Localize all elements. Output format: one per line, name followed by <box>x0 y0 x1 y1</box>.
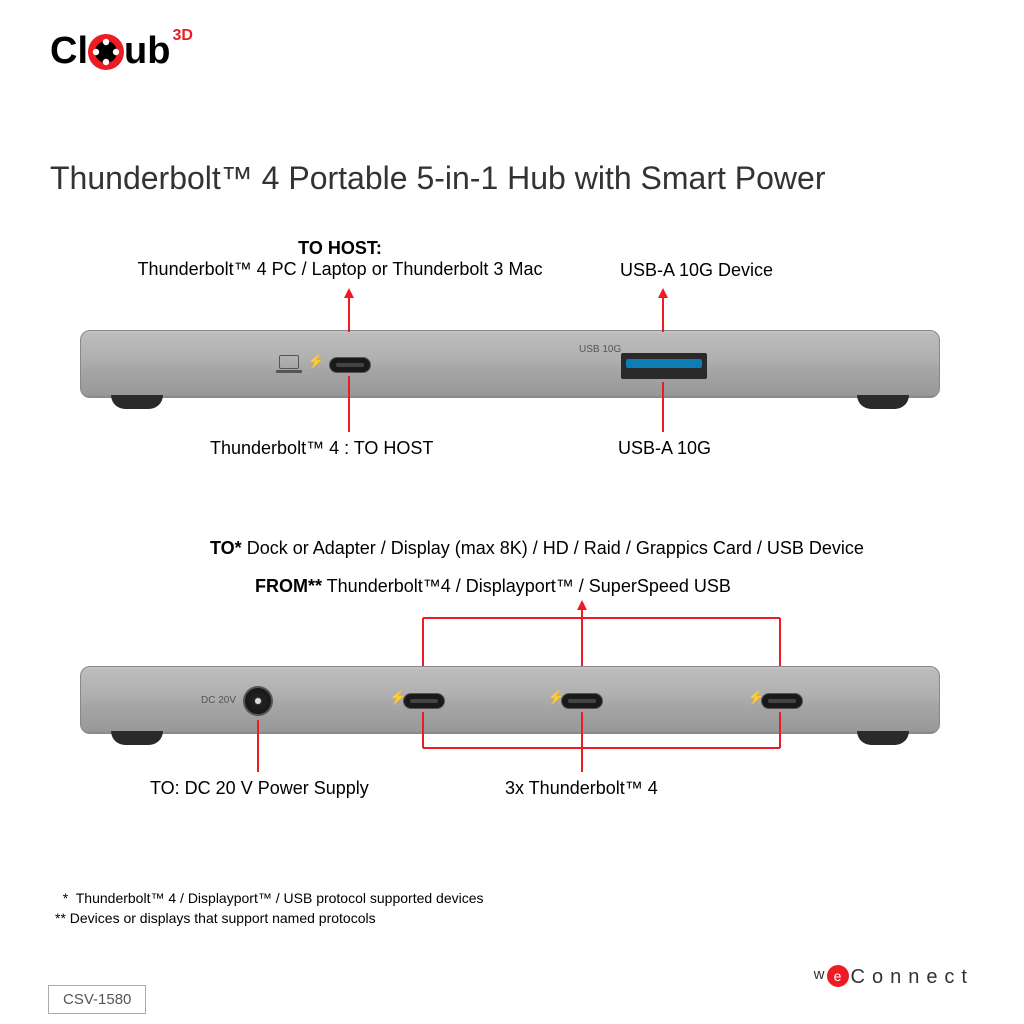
logo-3d: 3D <box>172 27 192 44</box>
logo-icon <box>88 34 124 70</box>
arrow-usba-up <box>657 288 669 332</box>
arrow-host-down <box>343 376 355 432</box>
from-desc: Thunderbolt™4 / Displayport™ / SuperSpee… <box>322 576 731 596</box>
arrow-dc-down <box>252 720 264 772</box>
host-label: TO HOST: Thunderbolt™ 4 PC / Laptop or T… <box>130 238 550 280</box>
usb-a-bottom-label: USB-A 10G <box>618 438 711 459</box>
thunderbolt-icon: ⚡ <box>307 353 324 370</box>
bracket-3x-bottom <box>400 712 820 772</box>
footnote-2: ** Devices or displays that support name… <box>55 910 376 926</box>
foot-left <box>111 395 163 409</box>
product-title: Thunderbolt™ 4 Portable 5-in-1 Hub with … <box>50 160 825 197</box>
usb-a-top-label: USB-A 10G Device <box>620 260 773 281</box>
host-desc: Thunderbolt™ 4 PC / Laptop or Thunderbol… <box>138 259 543 279</box>
from-bold: FROM** <box>255 576 322 596</box>
dc-label: TO: DC 20 V Power Supply <box>150 778 369 799</box>
brand-logo: Cl ub3D <box>50 30 191 73</box>
weconnect-logo: weConnect <box>814 965 974 989</box>
laptop-icon <box>279 355 299 369</box>
from-label: FROM** Thunderbolt™4 / Displayport™ / Su… <box>255 576 731 597</box>
arrow-usba-down <box>657 382 669 432</box>
port-tb4-1 <box>403 693 445 709</box>
tb4-3x-label: 3x Thunderbolt™ 4 <box>505 778 658 799</box>
silk-usb10g: USB 10G <box>579 344 621 355</box>
to-label: TO* Dock or Adapter / Display (max 8K) /… <box>210 538 864 559</box>
tb4-host-label: Thunderbolt™ 4 : TO HOST <box>210 438 433 459</box>
to-desc: Dock or Adapter / Display (max 8K) / HD … <box>242 538 864 558</box>
silk-dc20v: DC 20V <box>201 695 236 706</box>
port-tb4-3 <box>761 693 803 709</box>
logo-prefix: Cl <box>50 30 88 72</box>
usb-a-top-text: USB-A 10G Device <box>620 260 773 280</box>
foot-right <box>857 395 909 409</box>
weconnect-e-icon: e <box>827 965 849 987</box>
port-dc <box>243 686 273 716</box>
device-front: ⚡ USB 10G <box>80 330 940 398</box>
foot-right-2 <box>857 731 909 745</box>
footnote-1: * Thunderbolt™ 4 / Displayport™ / USB pr… <box>55 890 484 906</box>
port-tb4-2 <box>561 693 603 709</box>
logo-suffix: ub <box>124 30 170 72</box>
model-number: CSV-1580 <box>48 985 146 1014</box>
foot-left-2 <box>111 731 163 745</box>
bracket-3x-tb4 <box>400 600 820 670</box>
host-bold: TO HOST: <box>298 238 382 258</box>
to-bold: TO* <box>210 538 242 558</box>
arrow-host-up <box>343 288 355 332</box>
weconnect-w: w <box>814 966 825 983</box>
port-usb-c-host <box>329 357 371 373</box>
weconnect-rest: Connect <box>851 966 975 988</box>
port-usb-a <box>621 353 707 379</box>
